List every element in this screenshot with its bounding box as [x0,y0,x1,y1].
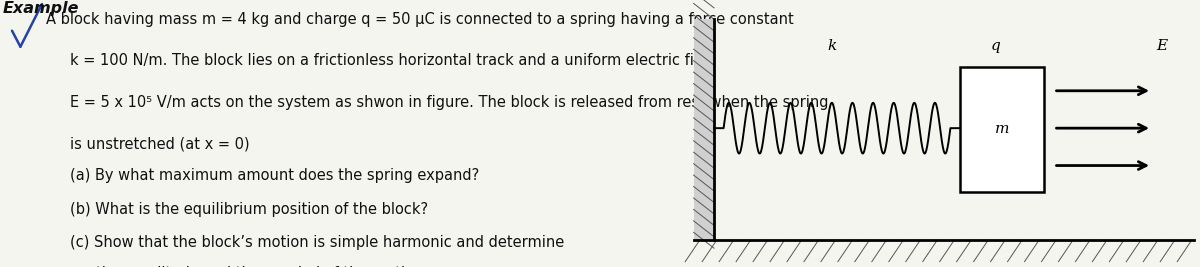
Text: (b) What is the equilibrium position of the block?: (b) What is the equilibrium position of … [70,202,427,217]
Text: k = 100 N/m. The block lies on a frictionless horizontal track and a uniform ele: k = 100 N/m. The block lies on a frictio… [70,53,716,68]
Text: the amplitude and time period of the motion.: the amplitude and time period of the mot… [96,266,428,267]
Text: (a) By what maximum amount does the spring expand?: (a) By what maximum amount does the spri… [70,168,479,183]
Text: A block having mass m = 4 kg and charge q = 50 μC is connected to a spring havin: A block having mass m = 4 kg and charge … [46,12,793,27]
Text: k: k [827,40,836,53]
Bar [694,19,714,240]
Text: is unstretched (at x = 0): is unstretched (at x = 0) [70,136,250,151]
Text: q: q [991,40,1001,53]
Text: Example: Example [2,1,79,16]
Text: (c) Show that the block’s motion is simple harmonic and determine: (c) Show that the block’s motion is simp… [70,235,564,250]
Bar [960,67,1044,192]
Text: E = 5 x 10⁵ V/m acts on the system as shwon in figure. The block is released fro: E = 5 x 10⁵ V/m acts on the system as sh… [70,95,828,110]
Text: E: E [1156,40,1168,53]
Text: m: m [995,123,1009,136]
